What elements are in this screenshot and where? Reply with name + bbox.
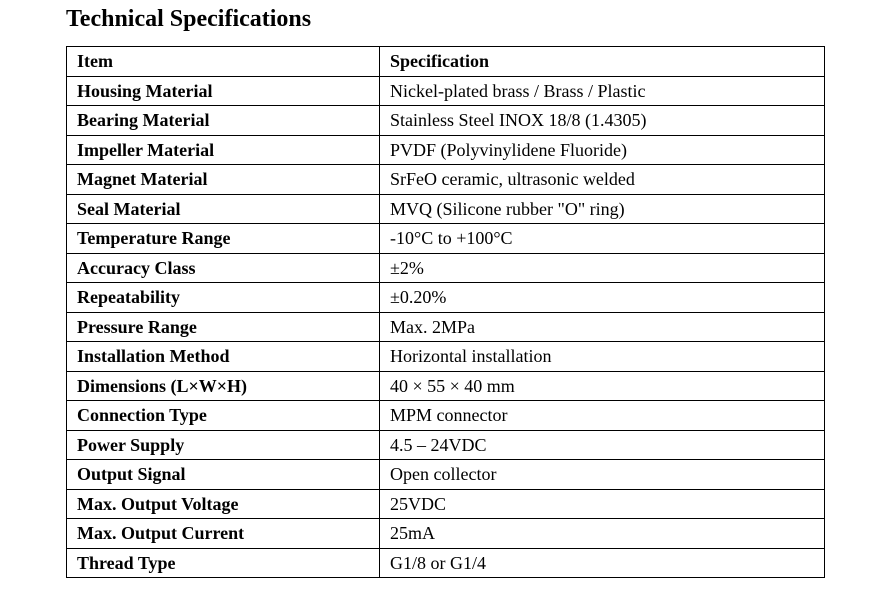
row-item-label: Temperature Range — [66, 223, 380, 254]
row-item-label: Repeatability — [66, 282, 380, 313]
row-item-label: Output Signal — [66, 459, 380, 490]
table-row: Output Signal Open collector — [66, 459, 825, 490]
row-item-label: Magnet Material — [66, 164, 380, 195]
row-item-label: Connection Type — [66, 400, 380, 431]
row-item-label: Max. Output Current — [66, 518, 380, 549]
row-item-label: Accuracy Class — [66, 252, 380, 283]
row-spec-value: PVDF (Polyvinylidene Fluoride) — [379, 134, 825, 165]
table-row: Max. Output Current 25mA — [66, 518, 825, 549]
row-item-label: Impeller Material — [66, 134, 380, 165]
row-spec-value: 25mA — [379, 518, 825, 549]
row-spec-value: ±0.20% — [379, 282, 825, 313]
table-row: Repeatability ±0.20% — [66, 282, 825, 313]
table-row: Magnet Material SrFeO ceramic, ultrasoni… — [66, 164, 825, 195]
row-spec-value: Stainless Steel INOX 18/8 (1.4305) — [379, 105, 825, 136]
table-row: Installation Method Horizontal installat… — [66, 341, 825, 372]
row-item-label: Seal Material — [66, 193, 380, 224]
row-spec-value: 25VDC — [379, 488, 825, 519]
page-title: Technical Specifications — [66, 6, 312, 32]
table-row: Accuracy Class ±2% — [66, 252, 825, 283]
spec-table: Item Specification Housing Material Nick… — [66, 46, 825, 578]
row-spec-value: -10°C to +100°C — [379, 223, 825, 254]
row-item-label: Installation Method — [66, 341, 380, 372]
table-row: Seal Material MVQ (Silicone rubber "O" r… — [66, 193, 825, 224]
row-item-label: Dimensions (L×W×H) — [66, 370, 380, 401]
header-item: Item — [66, 46, 380, 77]
row-item-label: Max. Output Voltage — [66, 488, 380, 519]
table-header-row: Item Specification — [66, 46, 825, 77]
table-row: Dimensions (L×W×H) 40 × 55 × 40 mm — [66, 370, 825, 401]
row-spec-value: Nickel-plated brass / Brass / Plastic — [379, 75, 825, 106]
row-spec-value: 4.5 – 24VDC — [379, 429, 825, 460]
row-spec-value: Horizontal installation — [379, 341, 825, 372]
header-specification: Specification — [379, 46, 825, 77]
row-spec-value: Max. 2MPa — [379, 311, 825, 342]
table-row: Impeller Material PVDF (Polyvinylidene F… — [66, 134, 825, 165]
row-item-label: Thread Type — [66, 547, 380, 578]
table-row: Power Supply 4.5 – 24VDC — [66, 429, 825, 460]
row-spec-value: 40 × 55 × 40 mm — [379, 370, 825, 401]
table-row: Thread Type G1/8 or G1/4 — [66, 547, 825, 578]
table-row: Pressure Range Max. 2MPa — [66, 311, 825, 342]
row-spec-value: ±2% — [379, 252, 825, 283]
table-row: Temperature Range -10°C to +100°C — [66, 223, 825, 254]
table-row: Connection Type MPM connector — [66, 400, 825, 431]
table-row: Bearing Material Stainless Steel INOX 18… — [66, 105, 825, 136]
row-spec-value: MVQ (Silicone rubber "O" ring) — [379, 193, 825, 224]
row-spec-value: Open collector — [379, 459, 825, 490]
row-spec-value: SrFeO ceramic, ultrasonic welded — [379, 164, 825, 195]
row-spec-value: G1/8 or G1/4 — [379, 547, 825, 578]
row-item-label: Bearing Material — [66, 105, 380, 136]
row-spec-value: MPM connector — [379, 400, 825, 431]
row-item-label: Power Supply — [66, 429, 380, 460]
row-item-label: Pressure Range — [66, 311, 380, 342]
table-row: Max. Output Voltage 25VDC — [66, 488, 825, 519]
row-item-label: Housing Material — [66, 75, 380, 106]
table-row: Housing Material Nickel-plated brass / B… — [66, 75, 825, 106]
